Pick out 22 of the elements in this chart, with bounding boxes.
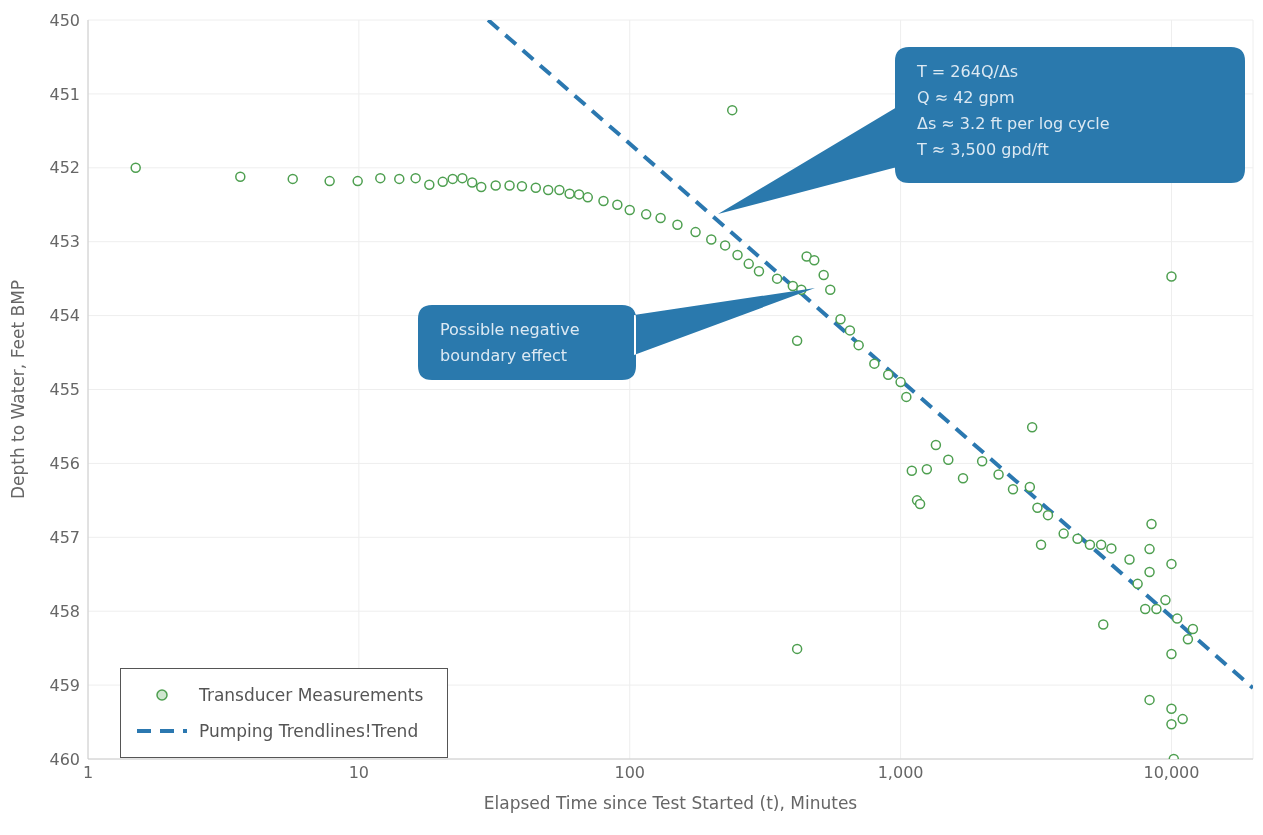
y-tick-label: 460: [49, 749, 80, 769]
x-tick-label: 100: [614, 763, 645, 783]
y-tick-label: 452: [49, 158, 80, 178]
x-axis-title: Elapsed Time since Test Started (t), Minutes: [483, 793, 858, 813]
y-tick-label: 454: [49, 306, 80, 326]
annotation: T = 264Q/Δs Q ≈ 42 gpm Δs ≈ 3.2 ft per log cycle T ≈ 3,500 gpd/ft: [916, 62, 1110, 159]
legend-label: Transducer Measurements: [199, 685, 424, 705]
legend-label: Pumping Trendlines!Trend: [199, 721, 419, 741]
y-tick-label: 451: [49, 84, 80, 104]
annotation: Possible negative boundary effect: [440, 320, 580, 365]
y-tick-label: 457: [49, 527, 80, 547]
y-tick-label: 458: [49, 601, 80, 621]
y-tick-label: 455: [49, 380, 80, 400]
x-tick-label: 1: [82, 763, 94, 783]
x-tick-label: 10: [348, 763, 370, 783]
y-tick-label: 456: [49, 454, 80, 474]
y-axis-title: Depth to Water, Feet BMP: [8, 279, 29, 500]
x-tick-label: 1,000: [877, 763, 924, 783]
y-tick-label: 453: [49, 232, 80, 252]
x-tick-label: 10,000: [1143, 763, 1200, 783]
y-tick-label: 459: [49, 675, 80, 695]
y-tick-label: 450: [49, 10, 80, 30]
